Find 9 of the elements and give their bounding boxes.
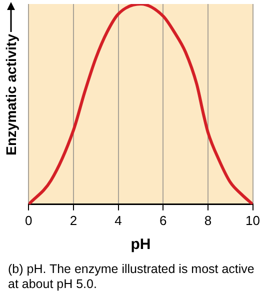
text: (b) pH. The enzyme illustrated is most active at about pH 5.0.: [8, 262, 256, 292]
x-tick-label: 10: [246, 212, 260, 228]
x-tick-label: 8: [204, 212, 212, 228]
x-tick-label: 6: [159, 212, 167, 228]
x-tick-label: 0: [25, 212, 32, 228]
x-tick-label: 2: [70, 212, 78, 228]
y-axis-title: Enzymatic activity: [3, 34, 19, 156]
x-axis-title: pH: [130, 236, 151, 254]
x-tick-label: 4: [114, 212, 122, 228]
